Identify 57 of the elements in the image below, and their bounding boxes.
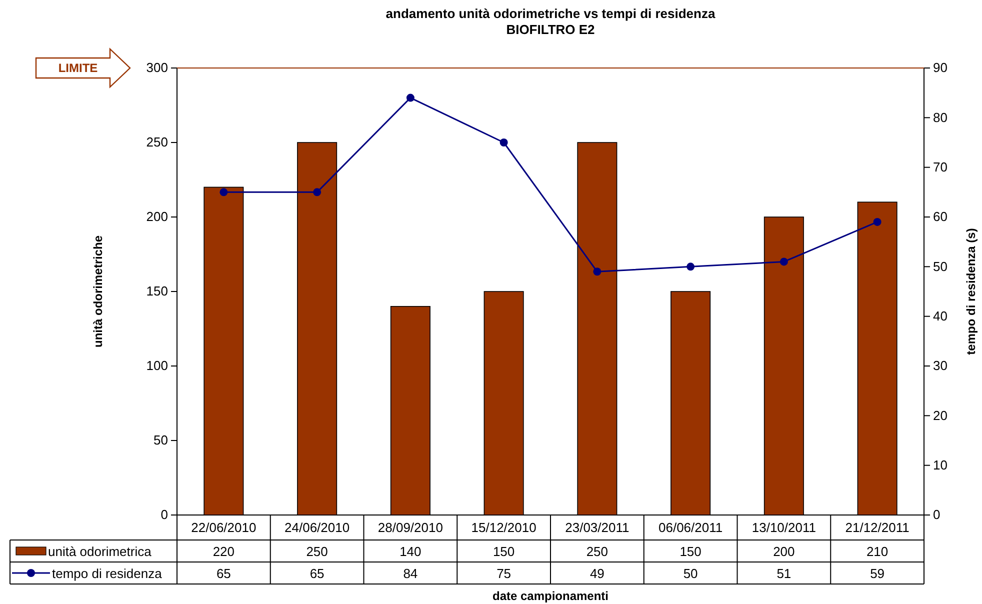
data-label: 140 [400, 544, 422, 559]
y-tick-label: 250 [146, 134, 168, 150]
y-tick-label: 200 [146, 209, 168, 224]
data-label: 49 [590, 566, 604, 581]
y2-tick-label: 30 [933, 358, 948, 374]
data-label: 50 [683, 566, 698, 581]
chart-subtitle: BIOFILTRO E2 [506, 22, 595, 37]
y2-tick-label: 40 [933, 308, 948, 324]
data-label: 59 [870, 566, 885, 581]
y2-tick-label: 70 [933, 159, 948, 174]
point [313, 188, 322, 196]
data-label: 51 [776, 566, 792, 581]
data-label: 65 [216, 566, 231, 581]
point [406, 94, 414, 102]
ref-line-label: LIMITE [58, 61, 98, 75]
y2-tick-label: 50 [933, 258, 948, 274]
point [500, 138, 508, 146]
data-label: 200 [773, 544, 795, 559]
y-tick-label: 100 [146, 358, 168, 374]
point [873, 218, 882, 226]
data-label: 75 [496, 566, 512, 581]
data-label: 150 [680, 544, 702, 559]
x-tick-label: 22/06/2010 [191, 520, 256, 535]
legend-label: unità odorimetrica [48, 544, 152, 559]
x-tick-label: 24/06/2010 [284, 520, 350, 535]
y2-tick-label: 80 [933, 110, 948, 125]
y2-axis-title: tempo di residenza (s) [964, 228, 978, 355]
chart-title: andamento unità odorimetriche vs tempi di residenza [386, 6, 716, 21]
y-tick-label: 50 [154, 432, 168, 448]
data-label: 250 [306, 544, 328, 559]
point [220, 188, 228, 196]
data-label: 84 [403, 566, 418, 581]
x-tick-label: 06/06/2011 [658, 520, 723, 535]
legend-label: tempo di residenza [52, 566, 163, 581]
x-tick-label: 13/10/2011 [752, 520, 816, 535]
point [780, 258, 788, 266]
y2-tick-label: 20 [933, 408, 948, 423]
y2-tick-label: 90 [933, 60, 948, 76]
y-axis-title: unità odorimetriche [91, 235, 105, 348]
y2-tick-label: 60 [933, 209, 948, 224]
point [593, 268, 602, 276]
data-label: 220 [212, 544, 235, 559]
data-label: 210 [866, 544, 888, 559]
data-label: 250 [586, 544, 608, 559]
y2-tick-label: 10 [933, 457, 948, 472]
y2-tick-label: 0 [933, 507, 940, 522]
data-label: 65 [310, 566, 324, 581]
data-label: 150 [492, 544, 515, 559]
x-axis-title: date campionamenti [492, 589, 609, 603]
y-tick-label: 0 [160, 507, 168, 522]
point [686, 262, 695, 271]
x-tick-label: 23/03/2011 [565, 520, 630, 535]
y-tick-label: 150 [146, 284, 168, 299]
x-tick-label: 21/12/2011 [845, 520, 910, 535]
x-tick-label: 15/12/2010 [471, 520, 536, 535]
y-tick-label: 300 [146, 60, 168, 76]
x-tick-label: 28/09/2010 [378, 520, 443, 535]
